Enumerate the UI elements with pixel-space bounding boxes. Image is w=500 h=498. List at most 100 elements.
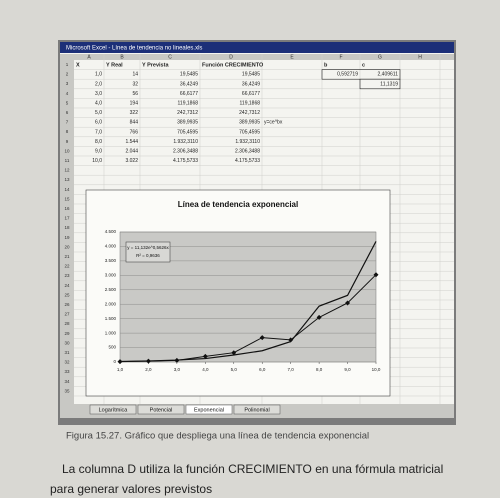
x-tick-label: 3,0 [174,367,181,372]
row-number: 3 [66,81,69,86]
column-header: G [378,54,382,60]
row-number: 13 [64,177,70,182]
sheet-tab [233,404,281,415]
body-line: para generar valores previstos [50,482,212,496]
x-tick-label: 2,0 [145,367,152,372]
sheet-tab [89,404,137,415]
cell: 389,9935 [177,120,198,126]
row-number: 23 [64,273,70,278]
cell: 14 [132,72,138,78]
row-number: 26 [64,302,70,307]
cell: 4.175,5733 [235,158,260,164]
row-number: 9 [66,139,69,144]
cell: 4,0 [95,101,102,107]
caption: Figura 15.27. Gráfico que despliega una … [66,431,369,442]
cell: 705,4595 [177,129,198,135]
equation-box [125,241,171,263]
cell: 119,1868 [178,101,199,107]
cell: 32 [132,81,138,87]
y-tick-label: 2.500 [105,287,117,292]
row-number: 10 [64,148,70,153]
column-header: F [339,54,342,60]
row-number: 24 [64,283,70,288]
row-header-bar [60,60,74,404]
row-number: 18 [64,225,70,230]
cell: 36,4249 [180,81,198,87]
row-number: 5 [66,100,69,105]
row-number: 16 [64,206,70,211]
cell: 766 [130,129,139,135]
y-tick-label: 1.000 [105,330,117,335]
row-number: 15 [64,196,70,201]
cell: 56 [132,91,138,97]
cell: 1.932,3110 [235,139,260,145]
column-header: A [87,54,91,60]
cell: 242,7312 [239,110,260,116]
cell: y=ce^bx [264,120,283,126]
column-header: D [229,54,233,60]
data-marker [345,300,351,306]
cell: 389,9935 [239,120,260,126]
annotation: R² = 0,9636 [136,253,160,258]
column-header: H [418,54,422,60]
data-marker [231,350,237,356]
row-number: 34 [64,379,70,384]
cell: 0,592719 [337,72,358,78]
row-number: 28 [64,321,70,326]
cell: 10,0 [92,158,102,164]
cell: 119,1868 [240,101,261,107]
sheet-tab [185,404,233,415]
cell: 6,0 [95,120,102,126]
row-number: 6 [66,110,69,115]
cell: Y Real [106,62,123,68]
cell: 5,0 [95,110,102,116]
cell: b [324,62,328,68]
row-number: 11 [65,158,70,163]
y-tick-label: 2.000 [105,301,117,306]
sheet-tab-label: Polinomial [244,407,269,413]
row-number: 29 [64,331,70,336]
sheet-tab-label: Logarítmica [99,407,129,413]
row-number: 21 [64,254,70,259]
sheet-tab-label: Potencial [150,407,173,413]
y-tick-label: 0 [113,359,116,364]
row-number: 32 [64,360,70,365]
data-marker [373,272,379,278]
row-number: 35 [64,388,70,393]
cell: 19,5485 [180,72,198,78]
row-number: 1 [66,62,69,67]
row-number: 7 [66,120,69,125]
cell: 4.175,5733 [173,158,198,164]
x-tick-label: 10,0 [372,367,381,372]
row-number: 25 [64,292,70,297]
cell: 11,1319 [380,81,398,87]
window-title: Microsoft Excel - Línea de tendencia no … [66,46,202,52]
data-marker [316,314,322,320]
series-line [119,241,377,363]
x-tick-label: 1,0 [117,367,124,372]
data-marker [288,337,294,343]
cell-border [359,78,401,90]
row-number: 30 [64,340,70,345]
column-header: C [168,54,172,60]
title-bar [60,42,454,53]
chart-title: Línea de tendencia exponencial [178,200,298,209]
y-tick-label: 4.000 [105,244,117,249]
column-header-bar [60,54,454,60]
row-number: 31 [64,350,70,355]
y-tick-label: 3.500 [105,258,117,263]
cell: X [76,62,80,68]
cell: 2.306,3488 [173,149,198,155]
row-number: 22 [64,264,70,269]
row-number: 17 [64,216,70,221]
row-number: 8 [66,129,69,134]
cell: 1.932,3110 [173,139,198,145]
cell: 2,0 [95,81,102,87]
cell: Y Prevista [142,62,169,68]
cell: 3.022 [125,158,138,164]
cell: 36,4249 [242,81,260,87]
row-number: 27 [64,312,70,317]
sheet-tab-label: Exponencial [194,407,224,413]
cell: 66,6177 [242,91,260,97]
